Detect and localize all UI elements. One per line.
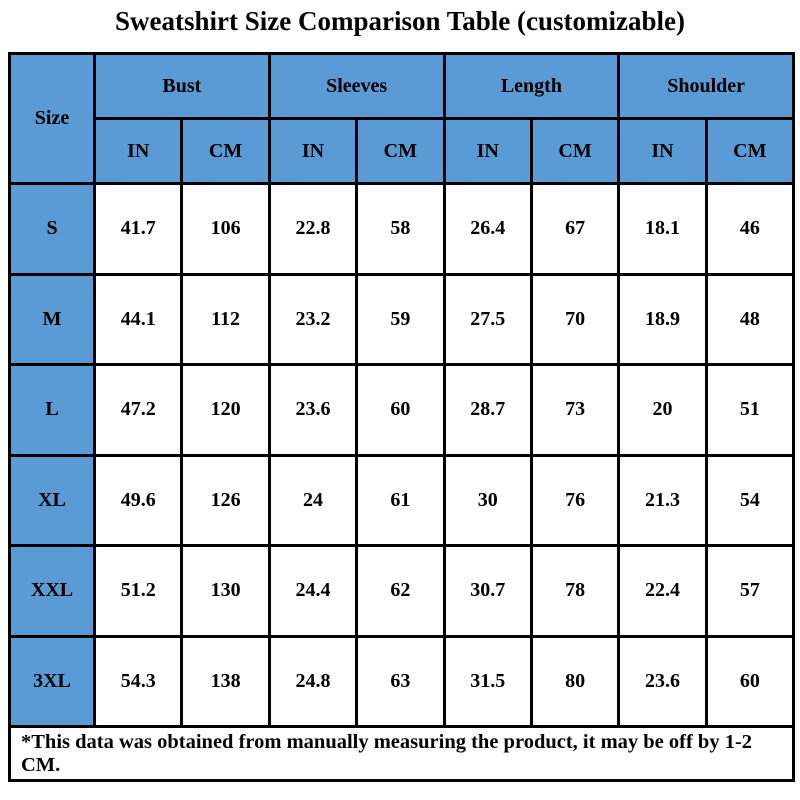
value-cell: 112 (180, 272, 271, 366)
value-cell: 41.7 (92, 182, 184, 276)
value-cell: 58 (355, 182, 446, 276)
value-cell: 22.4 (617, 544, 708, 638)
table-row: 3XL 54.3 138 24.8 63 31.5 80 23.6 60 (8, 634, 796, 728)
size-cell: XL (8, 453, 96, 547)
table-header: Size Bust Sleeves Length Shoulder IN CM IN CM IN C… (8, 52, 796, 185)
value-cell: 49.6 (92, 453, 184, 547)
size-cell: XXL (8, 544, 96, 638)
size-comparison-table: Size Bust Sleeves Length Shoulder IN CM IN CM IN C… (8, 52, 796, 782)
size-cell: M (8, 272, 96, 366)
value-cell: 59 (355, 272, 446, 366)
value-cell: 54.3 (92, 634, 184, 728)
size-cell: S (8, 182, 96, 276)
value-cell: 126 (180, 453, 271, 547)
value-cell: 28.7 (442, 363, 533, 457)
value-cell: 54 (704, 453, 796, 547)
size-cell: L (8, 363, 96, 457)
size-header-cell: Size (8, 52, 96, 185)
unit-header-in: IN (617, 117, 708, 185)
value-cell: 106 (180, 182, 271, 276)
table-row: S 41.7 106 22.8 58 26.4 67 18.1 46 (8, 182, 796, 276)
page-title: Sweatshirt Size Comparison Table (custom… (115, 6, 685, 36)
value-cell: 46 (704, 182, 796, 276)
value-cell: 22.8 (267, 182, 359, 276)
value-cell: 47.2 (92, 363, 184, 457)
table-footer: *This data was obtained from manually me… (8, 725, 795, 782)
value-cell: 62 (355, 544, 446, 638)
value-cell: 138 (180, 634, 271, 728)
value-cell: 48 (704, 272, 796, 366)
group-header-bust: Bust (93, 52, 271, 120)
value-cell: 23.6 (617, 634, 708, 728)
value-cell: 23.2 (267, 272, 359, 366)
unit-header-cm: CM (704, 117, 796, 185)
value-cell: 76 (529, 453, 621, 547)
group-header-shoulder: Shoulder (617, 52, 795, 120)
group-header-sleeves: Sleeves (267, 52, 446, 120)
value-cell: 57 (704, 544, 796, 638)
table-row: M 44.1 112 23.2 59 27.5 70 18.9 48 (8, 272, 796, 366)
table-row: XL 49.6 126 24 61 30 76 21.3 54 (8, 453, 796, 547)
unit-header-in: IN (442, 117, 533, 185)
size-cell: 3XL (8, 634, 96, 728)
table-body: S 41.7 106 22.8 58 26.4 67 18.1 46 M 44.1 112 23.2 59… (8, 182, 796, 728)
footnote-row: *This data was obtained from manually me… (8, 725, 795, 782)
value-cell: 24 (267, 453, 359, 547)
value-cell: 20 (617, 363, 708, 457)
unit-header-in: IN (92, 117, 184, 185)
value-cell: 27.5 (442, 272, 533, 366)
value-cell: 130 (180, 544, 271, 638)
value-cell: 30 (442, 453, 533, 547)
value-cell: 24.8 (267, 634, 359, 728)
value-cell: 78 (529, 544, 621, 638)
value-cell: 30.7 (442, 544, 533, 638)
value-cell: 51.2 (92, 544, 184, 638)
group-header-length: Length (442, 52, 621, 120)
unit-header-cm: CM (355, 117, 446, 185)
value-cell: 63 (355, 634, 446, 728)
header-group-row: Size Bust Sleeves Length Shoulder (8, 52, 795, 185)
value-cell: 67 (529, 182, 621, 276)
value-cell: 51 (704, 363, 796, 457)
table-row: L 47.2 120 23.6 60 28.7 73 20 51 (8, 363, 796, 457)
value-cell: 80 (529, 634, 621, 728)
value-cell: 21.3 (617, 453, 708, 547)
footnote-text: *This data was obtained from manually me… (8, 725, 795, 782)
value-cell: 70 (529, 272, 621, 366)
unit-header-in: IN (267, 117, 359, 185)
unit-header-cm: CM (180, 117, 271, 185)
value-cell: 61 (355, 453, 446, 547)
value-cell: 120 (180, 363, 271, 457)
value-cell: 23.6 (267, 363, 359, 457)
value-cell: 31.5 (442, 634, 533, 728)
value-cell: 60 (355, 363, 446, 457)
value-cell: 60 (704, 634, 796, 728)
value-cell: 18.9 (617, 272, 708, 366)
value-cell: 44.1 (92, 272, 184, 366)
table-row: XXL 51.2 130 24.4 62 30.7 78 22.4 57 (8, 544, 796, 638)
value-cell: 73 (529, 363, 621, 457)
value-cell: 26.4 (442, 182, 533, 276)
value-cell: 18.1 (617, 182, 708, 276)
unit-header-cm: CM (529, 117, 621, 185)
value-cell: 24.4 (267, 544, 359, 638)
header-unit-row: IN CM IN CM IN CM IN CM (10, 117, 796, 185)
